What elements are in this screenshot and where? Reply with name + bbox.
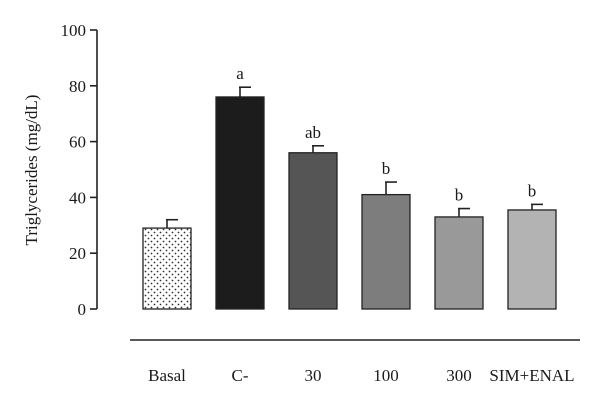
- x-tick-label: C-: [232, 366, 249, 385]
- bar-30: [288, 152, 338, 310]
- x-tick-label: SIM+ENAL: [489, 366, 574, 385]
- significance-label: b: [455, 186, 464, 205]
- bar-sim-enal: [507, 209, 557, 310]
- significance-label: a: [236, 64, 244, 83]
- y-tick-label: 40: [69, 188, 86, 207]
- significance-label: b: [528, 181, 537, 200]
- x-tick-label: 100: [373, 366, 399, 385]
- bar-300: [434, 216, 484, 310]
- y-tick-label: 100: [61, 21, 87, 40]
- x-tick-label: 30: [305, 366, 322, 385]
- y-tick-label: 60: [69, 133, 86, 152]
- y-tick-label: 20: [69, 244, 86, 263]
- x-tick-label: 300: [446, 366, 472, 385]
- x-tick-label: Basal: [148, 366, 186, 385]
- bar-c-: [215, 96, 265, 310]
- bar-basal: [142, 227, 192, 310]
- significance-label: ab: [305, 123, 321, 142]
- significance-label: b: [382, 159, 391, 178]
- y-tick-label: 0: [78, 300, 87, 319]
- y-axis-title: Triglycerides (mg/dL): [22, 95, 41, 246]
- bar-100: [361, 193, 411, 310]
- y-tick-label: 80: [69, 77, 86, 96]
